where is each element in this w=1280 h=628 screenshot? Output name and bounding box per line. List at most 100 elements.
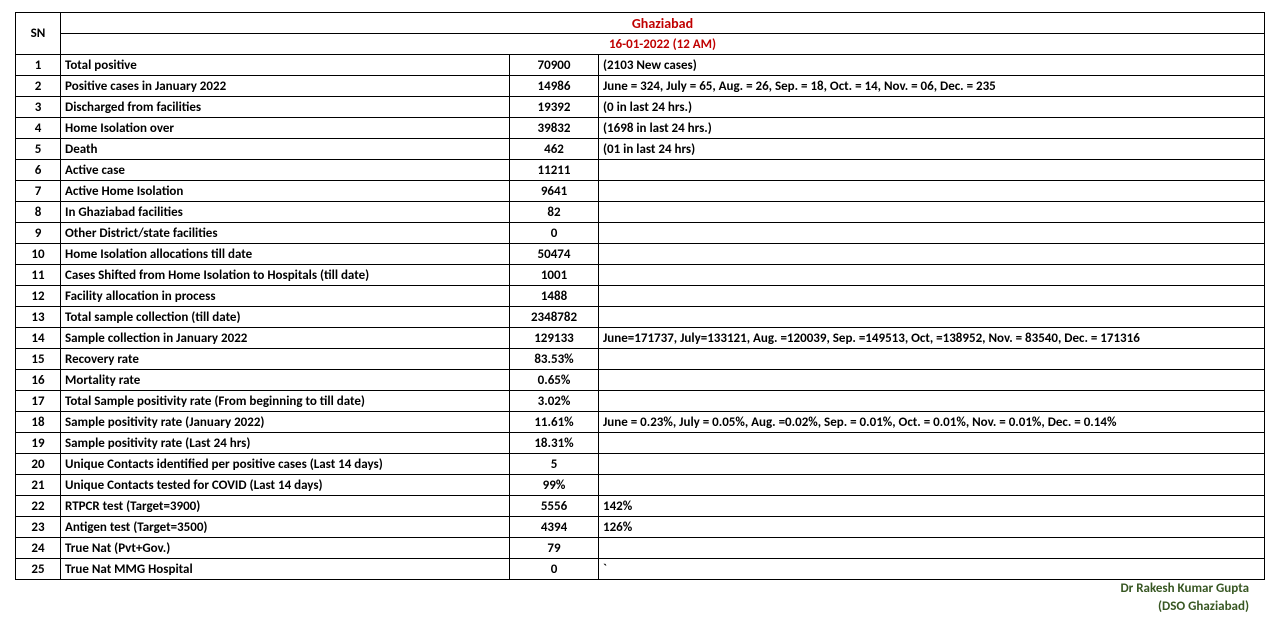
sn-cell: 8 [16,202,61,223]
note-cell [599,454,1265,475]
note-cell [599,181,1265,202]
value-cell: 462 [510,139,599,160]
value-cell: 0 [510,223,599,244]
note-cell: (01 in last 24 hrs) [599,139,1265,160]
desc-cell: Sample collection in January 2022 [61,328,510,349]
sn-cell: 3 [16,97,61,118]
note-cell [599,223,1265,244]
sn-cell: 21 [16,475,61,496]
note-cell [599,307,1265,328]
sn-cell: 12 [16,286,61,307]
value-cell: 0 [510,559,599,580]
note-cell: June = 324, July = 65, Aug. = 26, Sep. =… [599,76,1265,97]
note-cell [599,244,1265,265]
table-row: 2Positive cases in January 202214986June… [16,76,1265,97]
desc-cell: In Ghaziabad facilities [61,202,510,223]
note-cell [599,286,1265,307]
note-cell: (1698 in last 24 hrs.) [599,118,1265,139]
table-row: 6Active case11211 [16,160,1265,181]
sn-cell: 2 [16,76,61,97]
note-cell [599,370,1265,391]
desc-cell: Other District/state facilities [61,223,510,244]
table-row: 8In Ghaziabad facilities82 [16,202,1265,223]
desc-cell: Death [61,139,510,160]
note-cell [599,202,1265,223]
desc-cell: Antigen test (Target=3500) [61,517,510,538]
value-cell: 11211 [510,160,599,181]
sn-cell: 1 [16,55,61,76]
value-cell: 50474 [510,244,599,265]
sn-cell: 11 [16,265,61,286]
value-cell: 9641 [510,181,599,202]
value-cell: 83.53% [510,349,599,370]
sn-cell: 4 [16,118,61,139]
desc-cell: Total sample collection (till date) [61,307,510,328]
table-row: 24True Nat (Pvt+Gov.)79 [16,538,1265,559]
sn-cell: 14 [16,328,61,349]
desc-cell: Active Home Isolation [61,181,510,202]
report-footer: Dr Rakesh Kumar Gupta (DSO Ghaziabad) [15,580,1265,616]
header-row-date: 16-01-2022 (12 AM) [16,34,1265,55]
table-row: 3Discharged from facilities19392(0 in la… [16,97,1265,118]
table-row: 25True Nat MMG Hospital0` [16,559,1265,580]
desc-cell: Positive cases in January 2022 [61,76,510,97]
desc-cell: True Nat (Pvt+Gov.) [61,538,510,559]
table-row: 21Unique Contacts tested for COVID (Last… [16,475,1265,496]
sn-cell: 24 [16,538,61,559]
note-cell [599,475,1265,496]
desc-cell: Sample positivity rate (Last 24 hrs) [61,433,510,454]
value-cell: 1488 [510,286,599,307]
value-cell: 19392 [510,97,599,118]
sn-cell: 25 [16,559,61,580]
desc-cell: Mortality rate [61,370,510,391]
table-row: 22RTPCR test (Target=3900)5556142% [16,496,1265,517]
header-row-title: SN Ghaziabad [16,13,1265,34]
value-cell: 18.31% [510,433,599,454]
desc-cell: Total Sample positivity rate (From begin… [61,391,510,412]
note-cell [599,433,1265,454]
table-row: 18Sample positivity rate (January 2022)1… [16,412,1265,433]
table-row: 23Antigen test (Target=3500)4394126% [16,517,1265,538]
sn-cell: 10 [16,244,61,265]
sn-cell: 7 [16,181,61,202]
sn-cell: 17 [16,391,61,412]
note-cell: ` [599,559,1265,580]
note-cell [599,538,1265,559]
desc-cell: Sample positivity rate (January 2022) [61,412,510,433]
note-cell: (2103 New cases) [599,55,1265,76]
value-cell: 79 [510,538,599,559]
value-cell: 2348782 [510,307,599,328]
value-cell: 11.61% [510,412,599,433]
table-row: 13Total sample collection (till date)234… [16,307,1265,328]
table-row: 17Total Sample positivity rate (From beg… [16,391,1265,412]
footer-role: (DSO Ghaziabad) [15,598,1249,616]
sn-cell: 18 [16,412,61,433]
table-row: 10Home Isolation allocations till date50… [16,244,1265,265]
sn-cell: 22 [16,496,61,517]
desc-cell: Cases Shifted from Home Isolation to Hos… [61,265,510,286]
desc-cell: Total positive [61,55,510,76]
table-row: 14Sample collection in January 202212913… [16,328,1265,349]
report-title: Ghaziabad [61,13,1265,34]
note-cell [599,391,1265,412]
table-row: 15Recovery rate83.53% [16,349,1265,370]
value-cell: 129133 [510,328,599,349]
report-date: 16-01-2022 (12 AM) [61,34,1265,55]
note-cell: 142% [599,496,1265,517]
value-cell: 99% [510,475,599,496]
desc-cell: Home Isolation over [61,118,510,139]
sn-cell: 19 [16,433,61,454]
note-cell: (0 in last 24 hrs.) [599,97,1265,118]
report-sheet: SN Ghaziabad 16-01-2022 (12 AM) 1Total p… [15,12,1265,616]
sn-header: SN [16,13,61,55]
desc-cell: Unique Contacts tested for COVID (Last 1… [61,475,510,496]
table-row: 11Cases Shifted from Home Isolation to H… [16,265,1265,286]
value-cell: 4394 [510,517,599,538]
note-cell [599,265,1265,286]
table-row: 12Facility allocation in process1488 [16,286,1265,307]
desc-cell: Discharged from facilities [61,97,510,118]
note-cell: June=171737, July=133121, Aug. =120039, … [599,328,1265,349]
table-row: 20Unique Contacts identified per positiv… [16,454,1265,475]
footer-name: Dr Rakesh Kumar Gupta [15,580,1249,598]
value-cell: 1001 [510,265,599,286]
